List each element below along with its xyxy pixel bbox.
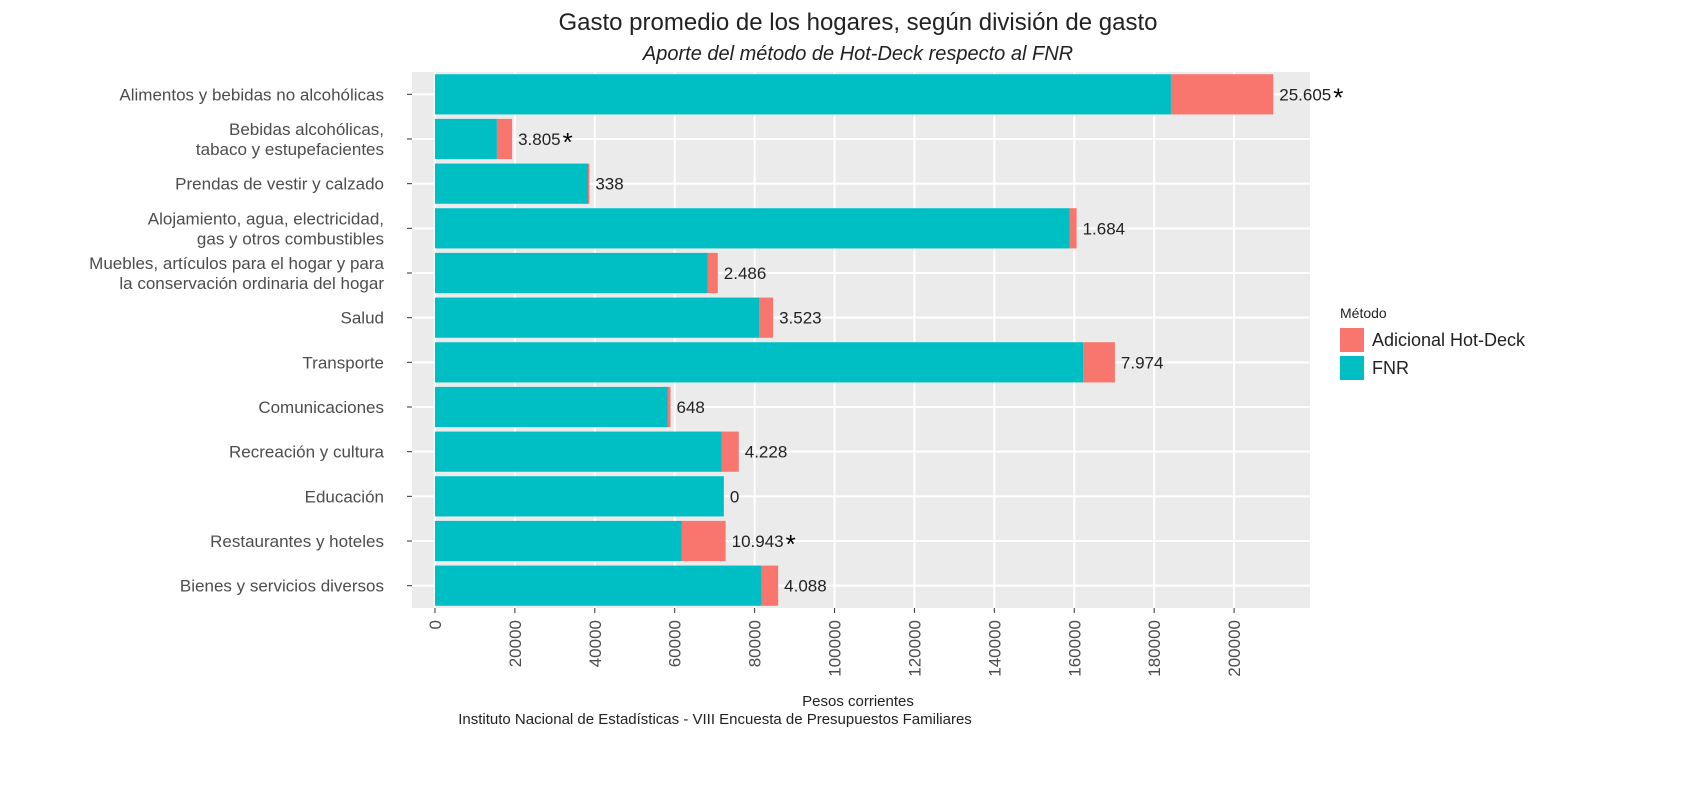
bar (434, 386, 668, 428)
bar (434, 163, 589, 204)
bar (1170, 74, 1274, 115)
bar (434, 297, 760, 338)
value-label: 4.228 (745, 443, 788, 462)
value-label: 25.605 (1279, 85, 1331, 104)
legend-swatch (1340, 328, 1364, 352)
y-tick-label: Recreación y cultura (229, 443, 385, 462)
y-tick-label: Educación (305, 487, 384, 506)
bar (434, 431, 722, 472)
legend-title: Método (1340, 305, 1387, 321)
x-axis-title: Pesos corrientes (802, 693, 914, 710)
y-tick-label-line: Prendas de vestir y calzado (175, 175, 384, 194)
y-tick-label-line: gas y otros combustibles (197, 229, 384, 248)
x-tick-label: 0 (426, 620, 445, 629)
bar (434, 476, 724, 517)
y-tick-label-line: tabaco y estupefacientes (196, 140, 384, 159)
x-tick-label: 140000 (985, 620, 1004, 677)
value-label: 3.805 (518, 130, 561, 149)
x-tick-label: 120000 (905, 620, 924, 677)
value-label: 7.974 (1121, 353, 1164, 372)
x-tick-label: 60000 (666, 620, 685, 667)
y-tick-label: Bebidas alcohólicas, tabaco y estupefacie… (196, 120, 384, 159)
y-tick-label: Muebles, artículos para el hogar y para l… (89, 254, 384, 293)
y-tick-label: Alojamiento, agua, electricidad, gas y ot… (148, 209, 384, 248)
bar (681, 520, 726, 562)
y-tick-label: Prendas de vestir y calzado (175, 175, 384, 194)
y-tick-label-line: Educación (305, 487, 384, 506)
bar (434, 520, 682, 562)
significance-marker: * (786, 529, 796, 559)
significance-marker: * (1333, 82, 1343, 112)
legend-label: FNR (1372, 358, 1409, 378)
bar (434, 208, 1070, 249)
chart-subtitle: Aporte del método de Hot-Deck respecto a… (642, 43, 1073, 65)
x-tick-label: 180000 (1145, 620, 1164, 677)
y-tick-label: Restaurantes y hoteles (210, 532, 384, 551)
bar (434, 252, 708, 294)
x-tick-label: 200000 (1225, 620, 1244, 677)
panel (412, 72, 1310, 608)
bar (588, 163, 590, 204)
bar (434, 342, 1084, 383)
value-label: 4.088 (784, 577, 827, 596)
y-tick-label-line: la conservación ordinaria del hogar (119, 274, 384, 293)
bar (761, 565, 779, 606)
y-tick-label-line: Muebles, artículos para el hogar y para (89, 254, 384, 273)
value-label: 3.523 (779, 309, 822, 328)
y-tick-label-line: Comunicaciones (258, 398, 384, 417)
value-label: 2.486 (724, 264, 767, 283)
bar (434, 118, 497, 160)
bar (496, 118, 513, 160)
value-label: 1.684 (1083, 219, 1126, 238)
value-label: 648 (677, 398, 705, 417)
bar (759, 297, 774, 338)
bar (707, 252, 718, 294)
y-tick-label: Bienes y servicios diversos (180, 577, 384, 596)
y-tick-label-line: Bienes y servicios diversos (180, 577, 384, 596)
value-label: 10.943 (732, 532, 784, 551)
y-tick-label-line: Alojamiento, agua, electricidad, (148, 209, 384, 228)
bar (721, 431, 739, 472)
bar (1083, 342, 1115, 383)
y-tick-label-line: Restaurantes y hoteles (210, 532, 384, 551)
significance-marker: * (563, 127, 573, 157)
y-tick-label-line: Salud (341, 309, 384, 328)
y-tick-label: Salud (341, 309, 384, 328)
y-tick-label: Comunicaciones (258, 398, 384, 417)
chart-title: Gasto promedio de los hogares, según div… (558, 9, 1157, 36)
y-tick-label: Alimentos y bebidas no alcohólicas (119, 85, 384, 104)
x-tick-label: 160000 (1065, 620, 1084, 677)
bar (667, 386, 671, 428)
x-tick-label: 80000 (746, 620, 765, 667)
bar (434, 565, 762, 606)
bar (1069, 208, 1077, 249)
x-tick-label: 100000 (826, 620, 845, 677)
value-label: 0 (730, 487, 739, 506)
y-tick-label-line: Recreación y cultura (229, 443, 385, 462)
bar (434, 74, 1171, 115)
y-tick-label-line: Alimentos y bebidas no alcohólicas (119, 85, 384, 104)
caption: Instituto Nacional de Estadísticas - VII… (458, 711, 972, 728)
y-tick-label-line: Bebidas alcohólicas, (229, 120, 384, 139)
value-label: 338 (595, 175, 623, 194)
legend-label: Adicional Hot-Deck (1372, 330, 1526, 350)
y-tick-label-line: Transporte (302, 353, 384, 372)
x-tick-label: 20000 (506, 620, 525, 667)
legend-swatch (1340, 356, 1364, 380)
x-tick-label: 40000 (586, 620, 605, 667)
y-tick-label: Transporte (302, 353, 384, 372)
